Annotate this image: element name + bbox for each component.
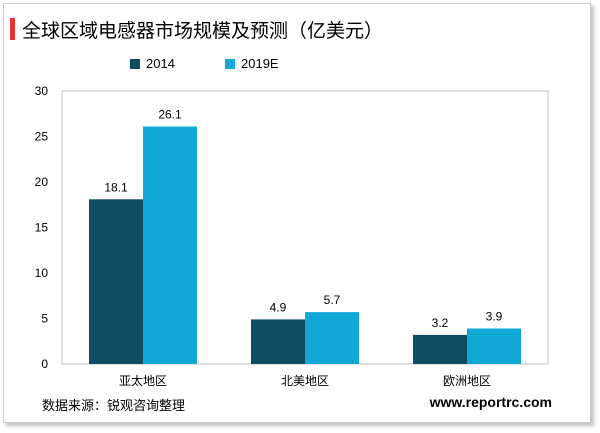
- data-label-2019e-0: 26.1: [158, 107, 182, 121]
- bar-2014-1: [251, 319, 305, 364]
- y-tick-label: 25: [35, 130, 49, 144]
- data-label-2014-0: 18.1: [104, 180, 128, 194]
- x-tick-label: 北美地区: [281, 374, 329, 388]
- title-accent-bar: [10, 18, 15, 40]
- bar-2019e-2: [467, 328, 521, 364]
- bar-2019e-0: [143, 126, 197, 365]
- legend-swatch-2019e: [225, 58, 235, 69]
- y-tick-label: 15: [35, 221, 49, 235]
- source-note: 数据来源：锐观咨询整理: [42, 399, 186, 414]
- y-tick-label: 0: [41, 357, 48, 371]
- data-label-2014-1: 4.9: [270, 300, 287, 314]
- legend-label-2014: 2014: [146, 56, 175, 71]
- y-tick-label: 5: [41, 312, 48, 326]
- bar-2014-2: [413, 334, 467, 364]
- chart-title: 全球区域电感器市场规模及预测（亿美元）: [22, 20, 384, 42]
- data-label-2019e-1: 5.7: [324, 293, 341, 307]
- legend-item-2014: 2014: [130, 56, 175, 71]
- x-tick-label: 亚太地区: [119, 373, 167, 388]
- bar-2014-0: [89, 199, 143, 364]
- data-label-2014-2: 3.2: [432, 316, 449, 330]
- website-url: www.reportrc.com: [429, 394, 552, 410]
- y-tick-label: 30: [35, 84, 49, 98]
- y-tick-label: 20: [35, 175, 49, 189]
- data-label-2019e-2: 3.9: [486, 310, 503, 324]
- x-tick-label: 欧洲地区: [443, 374, 491, 388]
- legend-swatch-2014: [130, 58, 140, 69]
- bar-2019e-1: [305, 312, 359, 364]
- y-tick-label: 10: [35, 266, 49, 280]
- legend-label-2019e: 2019E: [241, 56, 279, 71]
- legend-item-2019e: 2019E: [225, 56, 279, 71]
